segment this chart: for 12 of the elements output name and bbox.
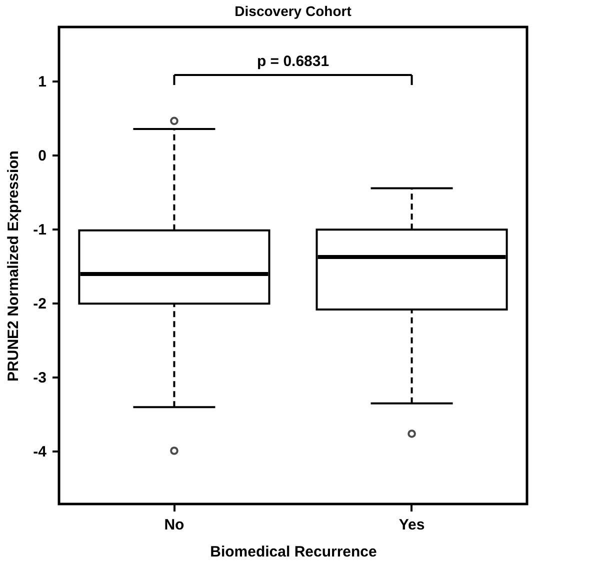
y-tick-label: -4 xyxy=(33,443,48,460)
y-tick-label: 1 xyxy=(38,73,46,90)
annotation: p = 0.6831 xyxy=(256,53,330,70)
y-tick-label: -2 xyxy=(33,295,46,312)
y-tick-label: -3 xyxy=(33,369,46,386)
x-tick-label: Yes xyxy=(398,516,425,534)
x-tick-label: No xyxy=(164,516,184,534)
y-axis-title: PRUNE2 Normalized Expression xyxy=(5,150,22,382)
y-tick-label: -1 xyxy=(33,221,46,238)
chart-title: Discovery Cohort xyxy=(234,3,352,19)
y-tick-label: 0 xyxy=(38,147,46,164)
x-axis-title: Biomedical Recurrence xyxy=(210,544,377,560)
